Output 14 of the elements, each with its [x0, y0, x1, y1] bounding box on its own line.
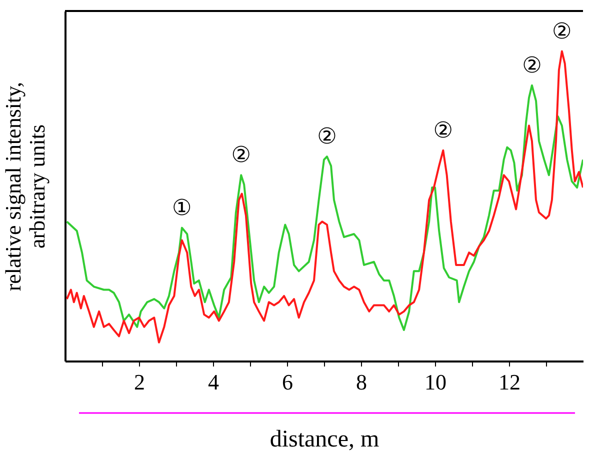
annotation: ① — [172, 196, 192, 221]
x-tick-label: 2 — [134, 370, 145, 394]
x-tick-label: 4 — [208, 370, 219, 394]
x-tick-label: 8 — [356, 370, 367, 394]
annotation: ② — [552, 19, 572, 44]
y-axis-title: relative signal intensity, arbitrary units — [0, 82, 50, 292]
annotation: ② — [433, 118, 454, 144]
x-tick-label: 10 — [424, 370, 446, 394]
annotation: ② — [522, 53, 542, 78]
x-axis-title: distance, m — [270, 426, 380, 452]
x-tick-label: 12 — [498, 370, 520, 394]
x-tick-label: 6 — [282, 370, 293, 394]
annotation: ② — [231, 143, 251, 168]
annotation: ② — [317, 124, 337, 150]
